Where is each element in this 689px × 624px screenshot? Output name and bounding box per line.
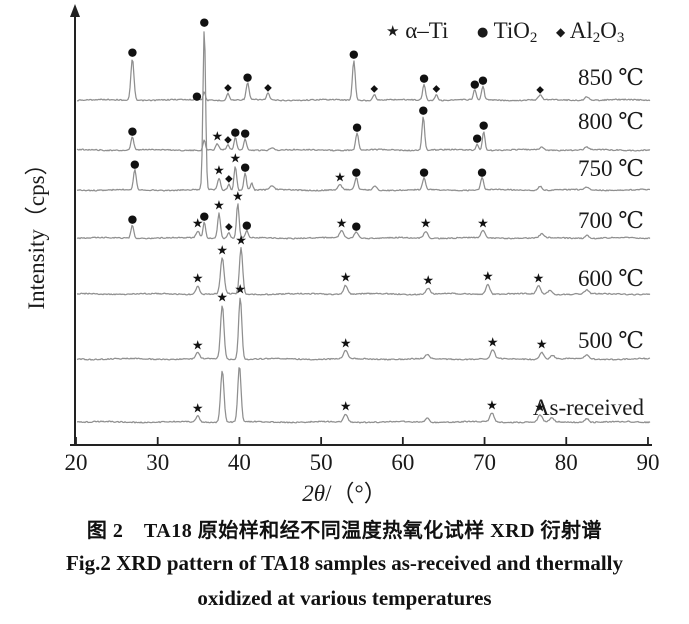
trace-850- — [76, 59, 651, 102]
marker-star: ★ — [533, 272, 545, 287]
marker-circle: ● — [242, 219, 252, 232]
marker-diamond: ◆ — [264, 83, 272, 94]
legend-circle-icon: ● — [477, 25, 488, 40]
marker-star: ★ — [422, 274, 434, 289]
xrd-chart: 20 30 40 50 60 70 80 90●◆●◆●◆●◆ ●●◆●850 ℃● ★ ◆● ● ●●… — [65, 4, 659, 475]
marker-circle: ● — [477, 166, 487, 179]
marker-circle: ● — [199, 16, 209, 29]
x-axis-label: 2θ/（°） — [0, 474, 689, 508]
figure-caption-en-line2: oxidized at various temperatures — [197, 586, 492, 610]
marker-diamond: ◆ — [370, 84, 378, 95]
legend-item--ti: ★ α–Ti — [386, 18, 448, 43]
marker-circle: ● — [130, 158, 140, 171]
marker-star: ★ — [216, 291, 228, 306]
marker-circle: ● — [478, 74, 488, 87]
marker-star: ★ — [482, 270, 494, 285]
trace-500- — [76, 297, 651, 361]
series-label-700-: 700 ℃ — [578, 208, 644, 233]
marker-circle: ● — [231, 126, 241, 139]
marker-circle: ● — [128, 125, 138, 138]
x-axis-label-units: /（°） — [325, 481, 387, 506]
marker-star: ★ — [192, 272, 204, 287]
marker-star: ★ — [477, 217, 489, 232]
trace-600- — [76, 247, 651, 296]
marker-circle: ● — [470, 78, 480, 91]
marker-star: ★ — [232, 190, 244, 205]
marker-star: ★ — [340, 271, 352, 286]
marker-star: ★ — [534, 401, 546, 416]
series-label-500-: 500 ℃ — [578, 328, 644, 353]
marker-circle: ● — [128, 46, 138, 59]
marker-circle: ● — [352, 121, 362, 134]
series-label-750-: 750 ℃ — [578, 156, 644, 181]
marker-star: ★ — [336, 217, 348, 232]
marker-star: ★ — [213, 164, 225, 179]
marker-star: ★ — [213, 199, 225, 214]
marker-diamond: ◆ — [536, 85, 544, 96]
y-axis-label: Intensity（cps） — [24, 152, 49, 310]
legend-diamond-icon: ◆ — [556, 25, 566, 39]
marker-circle: ● — [419, 166, 429, 179]
marker-diamond: ◆ — [432, 84, 440, 95]
marker-circle: ● — [472, 132, 482, 145]
series-label-800-: 800 ℃ — [578, 109, 644, 134]
trace-800- — [76, 116, 651, 152]
figure-caption-zh: 图 2 TA18 原始样和经不同温度热氧化试样 XRD 衍射谱 — [86, 520, 603, 542]
marker-diamond: ◆ — [224, 83, 232, 94]
marker-circle: ● — [349, 48, 359, 61]
marker-star: ★ — [192, 402, 204, 417]
marker-star: ★ — [192, 217, 204, 232]
x-tick-label-50: 50 — [310, 450, 333, 475]
marker-circle: ● — [243, 71, 253, 84]
marker-star: ★ — [235, 234, 247, 249]
series-label-850-: 850 ℃ — [578, 65, 644, 90]
marker-circle: ● — [419, 72, 429, 85]
marker-star: ★ — [216, 244, 228, 259]
marker-star: ★ — [536, 338, 548, 353]
marker-star: ★ — [334, 171, 346, 186]
x-tick-label-60: 60 — [391, 450, 414, 475]
marker-circle: ● — [240, 127, 250, 140]
x-tick-label-20: 20 — [65, 450, 88, 475]
x-axis-label-2theta: 2θ — [302, 481, 326, 506]
marker-star: ★ — [230, 152, 242, 167]
marker-circle: ● — [418, 104, 428, 117]
y-axis-arrowhead — [70, 4, 80, 17]
x-tick-label-30: 30 — [146, 450, 169, 475]
marker-star: ★ — [486, 399, 498, 414]
series-label-as-received: As-received — [533, 395, 645, 420]
marker-circle: ● — [192, 90, 202, 103]
marker-diamond: ◆ — [225, 222, 233, 233]
x-tick-label-40: 40 — [228, 450, 251, 475]
series-label-600-: 600 ℃ — [578, 266, 644, 291]
marker-diamond: ◆ — [224, 135, 232, 146]
marker-circle: ● — [351, 220, 361, 233]
marker-star: ★ — [234, 283, 246, 298]
marker-circle: ● — [128, 213, 138, 226]
legend-item-tio2: ● TiO2 — [477, 18, 537, 46]
trace-As-received — [76, 367, 651, 424]
marker-star: ★ — [212, 130, 224, 145]
marker-star: ★ — [340, 400, 352, 415]
marker-circle: ● — [240, 161, 250, 174]
marker-circle: ● — [479, 119, 489, 132]
marker-diamond: ◆ — [225, 174, 233, 185]
figure-caption-en-line1: Fig.2 XRD pattern of TA18 samples as-rec… — [65, 551, 624, 575]
marker-star: ★ — [340, 337, 352, 352]
x-tick-label-70: 70 — [473, 450, 496, 475]
legend-star-icon: ★ — [386, 22, 399, 40]
x-tick-label-90: 90 — [636, 450, 659, 475]
marker-star: ★ — [487, 336, 499, 351]
x-tick-label-80: 80 — [555, 450, 578, 475]
trace-700- — [76, 203, 651, 240]
trace-750- — [76, 31, 651, 192]
legend-item-al2o3: ◆ Al2O3 — [556, 18, 624, 46]
marker-star: ★ — [192, 339, 204, 354]
marker-circle: ● — [199, 210, 209, 223]
marker-star: ★ — [420, 217, 432, 232]
marker-circle: ● — [351, 166, 361, 179]
